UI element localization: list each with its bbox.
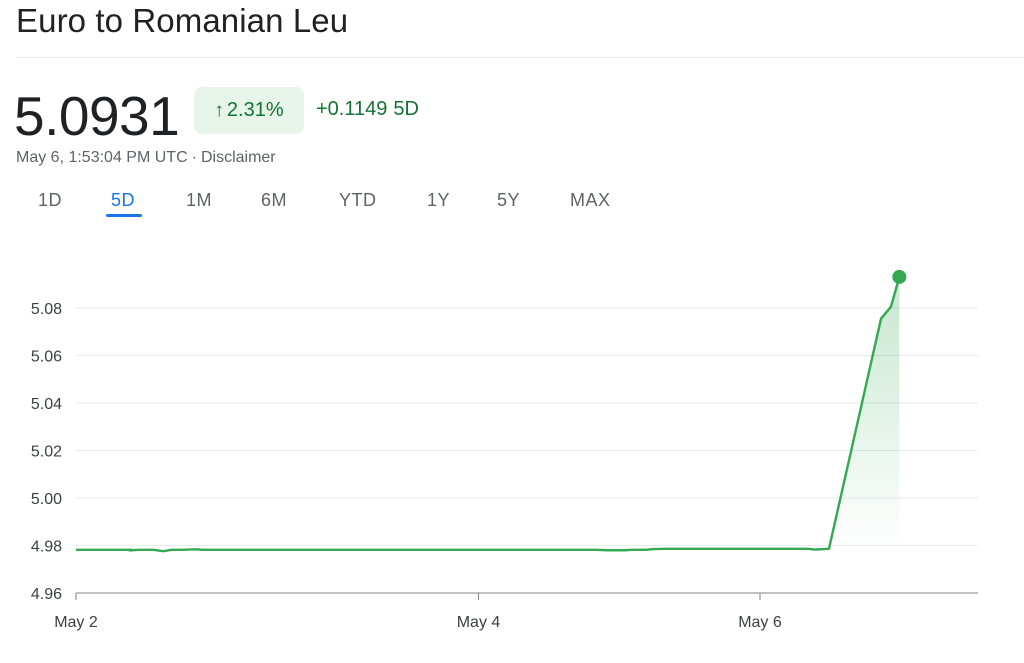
- y-tick-label: 5.00: [31, 491, 62, 508]
- x-tick-label: May 6: [738, 614, 782, 631]
- tab-1y[interactable]: 1Y: [427, 190, 451, 210]
- quote-timestamp-line: May 6, 1:53:04 PM UTC · Disclaimer: [16, 149, 276, 167]
- tab-5d[interactable]: 5D: [111, 190, 136, 210]
- percent-change-badge: ↑ 2.31%: [194, 87, 304, 134]
- absolute-change-value: +0.1149: [316, 98, 388, 120]
- current-price: 5.0931: [14, 85, 180, 147]
- y-tick-label: 5.02: [31, 444, 62, 461]
- y-tick-label: 5.08: [31, 301, 62, 318]
- tab-5y[interactable]: 5Y: [497, 190, 521, 210]
- separator: ·: [191, 149, 197, 166]
- change-period: 5D: [393, 98, 419, 120]
- absolute-change: +0.1149 5D: [316, 98, 419, 121]
- y-tick-label: 4.98: [31, 539, 62, 556]
- last-value-marker: [892, 269, 907, 284]
- percent-change-value: 2.31%: [226, 99, 284, 121]
- tab-max[interactable]: MAX: [570, 190, 611, 210]
- y-tick-label: 4.96: [31, 586, 62, 603]
- tab-6m[interactable]: 6M: [261, 190, 288, 210]
- tab-1m[interactable]: 1M: [186, 190, 213, 210]
- page-title: Euro to Romanian Leu: [16, 2, 349, 39]
- series-line: [76, 276, 901, 553]
- y-tick-label: 5.06: [31, 349, 62, 366]
- series-area: [828, 276, 900, 551]
- quote-timestamp: May 6, 1:53:04 PM UTC: [16, 149, 188, 166]
- divider: [16, 57, 1024, 58]
- tab-1d[interactable]: 1D: [38, 190, 63, 210]
- time-range-tabs: 1D 5D 1M 6M YTD 1Y 5Y MAX: [0, 186, 700, 220]
- tab-ytd[interactable]: YTD: [339, 190, 377, 210]
- disclaimer-link[interactable]: Disclaimer: [200, 149, 276, 166]
- arrow-up-icon: ↑: [214, 99, 224, 121]
- active-tab-indicator: [106, 214, 142, 217]
- x-tick-label: May 4: [457, 614, 501, 631]
- y-tick-label: 5.04: [31, 396, 62, 413]
- x-tick-label: May 2: [54, 614, 98, 631]
